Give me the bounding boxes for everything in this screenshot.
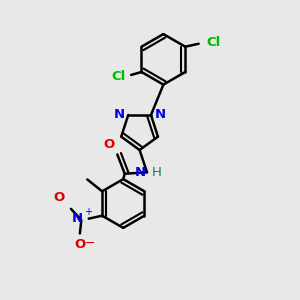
Text: N: N xyxy=(72,212,83,225)
Text: N: N xyxy=(155,108,166,121)
Text: +: + xyxy=(84,207,92,217)
Text: Cl: Cl xyxy=(206,36,220,49)
Text: O: O xyxy=(74,238,85,251)
Text: −: − xyxy=(85,237,96,250)
Text: N: N xyxy=(134,166,146,179)
Text: Cl: Cl xyxy=(111,70,125,83)
Text: H: H xyxy=(152,166,161,179)
Text: O: O xyxy=(103,139,114,152)
Text: N: N xyxy=(113,108,124,121)
Text: O: O xyxy=(54,191,65,204)
